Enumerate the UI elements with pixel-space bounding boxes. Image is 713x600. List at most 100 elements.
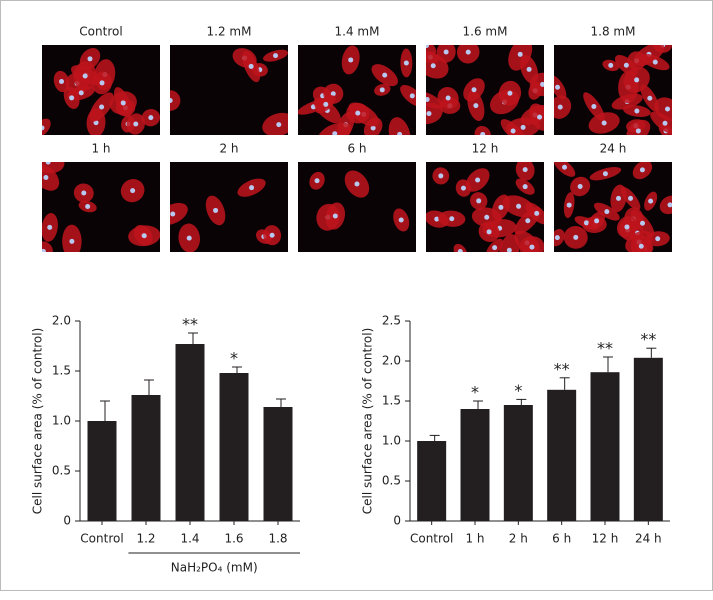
nucleus	[355, 110, 361, 116]
nucleus	[438, 173, 444, 179]
micrograph	[298, 45, 416, 135]
nucleus	[45, 162, 51, 165]
panel-label: 2 h	[219, 142, 238, 156]
panel-label: 1.6 mM	[463, 25, 508, 39]
nucleus	[557, 104, 563, 110]
y-tick-label: 1.5	[382, 394, 401, 408]
bar	[131, 395, 161, 521]
nucleus	[443, 49, 449, 55]
y-tick-label: 2.0	[382, 354, 401, 368]
nucleus	[426, 111, 432, 117]
nucleus	[323, 101, 329, 107]
y-tick-label: 0	[393, 514, 401, 528]
cells	[554, 45, 672, 135]
nucleus	[506, 247, 512, 252]
nucleus	[583, 220, 589, 226]
panel-label: 1.2 mM	[207, 25, 252, 39]
nucleus	[379, 87, 385, 93]
significance: *	[514, 381, 522, 400]
x-tick-label: 2 h	[509, 532, 528, 546]
nucleus	[602, 171, 608, 177]
cells	[42, 48, 160, 135]
y-axis-label: Cell surface area (% of control)	[31, 328, 45, 515]
panel-label: 24 h	[600, 142, 627, 156]
micrograph	[170, 162, 288, 252]
nucleus	[520, 124, 526, 130]
cells	[170, 178, 282, 252]
nucleus	[47, 224, 53, 230]
nucleus	[85, 203, 91, 209]
y-tick-label: 0	[63, 514, 71, 528]
nucleus	[248, 63, 254, 69]
micrograph	[298, 162, 416, 252]
panel-label: 12 h	[472, 142, 499, 156]
bar	[590, 372, 620, 521]
nucleus	[517, 51, 523, 57]
nucleus	[534, 210, 540, 216]
nucleus	[639, 167, 645, 173]
nucleus	[525, 218, 531, 224]
nucleus	[640, 220, 646, 226]
nucleus	[449, 216, 455, 222]
nucleus	[667, 202, 672, 208]
nucleus	[555, 84, 561, 90]
cells	[309, 170, 410, 232]
nucleus	[526, 66, 532, 72]
nucleus	[276, 122, 282, 128]
nucleus	[577, 183, 583, 189]
nucleus	[624, 224, 630, 230]
nucleus	[398, 217, 404, 223]
bar	[633, 357, 663, 521]
cells	[554, 162, 672, 252]
nucleus	[623, 62, 629, 68]
y-tick-label: 0.5	[52, 464, 71, 478]
nucleus	[99, 80, 105, 86]
nucleus	[510, 128, 516, 134]
bar	[87, 421, 117, 521]
nucleus	[486, 229, 492, 235]
nucleus	[634, 108, 640, 114]
nucleus	[628, 195, 634, 201]
micrograph	[42, 162, 160, 252]
nucleus	[42, 125, 45, 131]
nucleus	[475, 177, 481, 183]
nucleus	[484, 214, 490, 220]
nucleus	[426, 45, 429, 49]
nucleus	[522, 167, 528, 173]
nucleus	[426, 96, 430, 102]
nucleus	[537, 114, 543, 120]
micrograph	[42, 45, 160, 135]
x-tick-label: 12 h	[592, 532, 619, 546]
panel-label: 1 h	[91, 142, 110, 156]
y-axis-label: Cell surface area (% of control)	[361, 328, 375, 515]
bar	[263, 407, 293, 521]
x-tick-label: 1.6	[224, 532, 243, 546]
x-tick-label: 1 h	[465, 532, 484, 546]
nucleus	[554, 235, 560, 241]
nucleus	[473, 103, 479, 109]
nucleus	[213, 207, 219, 213]
bar	[547, 389, 577, 521]
nucleus	[330, 91, 336, 97]
nucleus	[82, 73, 88, 79]
nucleus	[635, 128, 641, 134]
y-tick-label: 1.5	[52, 364, 71, 378]
x-axis-label: NaH₂PO₄ (mM)	[171, 561, 258, 575]
x-tick-label: 1.2	[136, 532, 155, 546]
nucleus	[573, 234, 579, 240]
micrograph	[554, 162, 672, 252]
nucleus	[130, 188, 136, 194]
significance: *	[230, 349, 238, 368]
nucleus	[397, 131, 403, 135]
nucleus	[382, 72, 388, 78]
x-tick-label: 1.8	[268, 532, 287, 546]
panel-label: 1.8 mM	[591, 25, 636, 39]
significance: *	[471, 383, 479, 402]
significance: **	[640, 330, 656, 349]
nucleus	[460, 185, 466, 191]
nucleus	[314, 178, 320, 184]
nucleus	[648, 198, 654, 204]
x-tick-label: Control	[80, 532, 123, 546]
nucleus	[370, 125, 376, 131]
